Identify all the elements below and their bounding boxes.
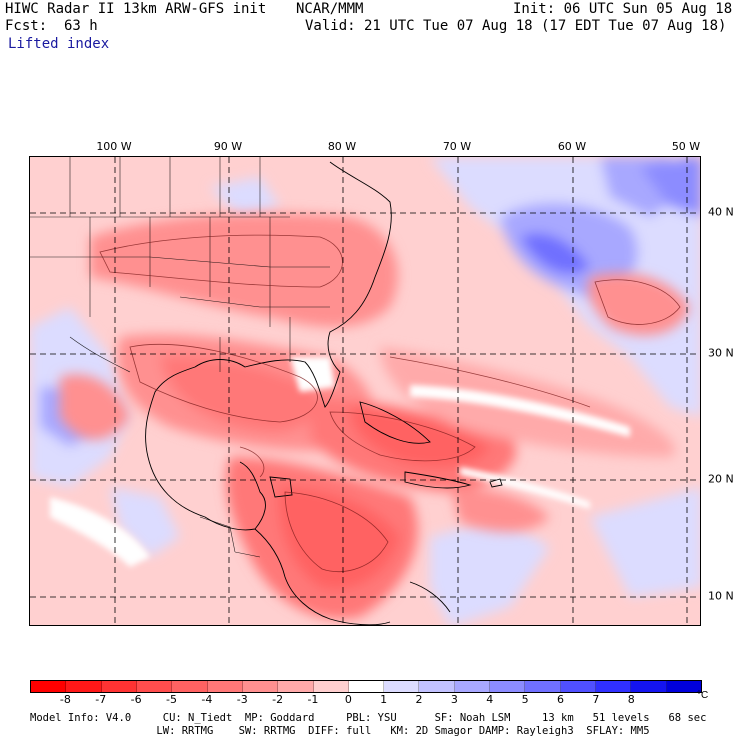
colorbar-segment — [242, 681, 279, 692]
colorbar-tick-label: 0 — [344, 693, 352, 706]
forecast-hour: 63 h — [64, 18, 98, 34]
unstable-regions — [60, 213, 690, 619]
coastlines — [145, 161, 503, 625]
lon-label-70w: 70 W — [442, 140, 472, 153]
lon-label-90w: 90 W — [213, 140, 243, 153]
lat-label-20n: 20 N — [708, 472, 734, 486]
colorbar-segment — [66, 681, 102, 692]
neutral-streaks — [50, 357, 630, 567]
colorbar-segment — [207, 681, 243, 692]
colorbar-tick-label: -2 — [272, 693, 284, 706]
colorbar-segment — [596, 681, 632, 692]
colorbar-tick-label: 4 — [486, 693, 494, 706]
colorbar-tick-label: 7 — [592, 693, 600, 706]
graticule — [30, 157, 700, 625]
colorbar-segment — [348, 681, 385, 692]
colorbar — [30, 680, 702, 693]
lon-label-50w: 50 W — [671, 140, 701, 153]
map-canvas — [30, 157, 700, 625]
colorbar-segment — [525, 681, 561, 692]
init-time: Init: 06 UTC Sun 05 Aug 18 — [513, 1, 733, 17]
colorbar-tick-label: -3 — [236, 693, 248, 706]
colorbar-tick-label: -5 — [165, 693, 177, 706]
colorbar-tick-label: -7 — [95, 693, 107, 706]
stable-regions — [30, 157, 700, 625]
valid-time: Valid: 21 UTC Tue 07 Aug 18 (17 EDT Tue … — [305, 18, 727, 34]
colorbar-tick-label: 5 — [521, 693, 529, 706]
contour-lines — [99, 234, 681, 573]
lon-label-100w: 100 W — [96, 140, 132, 153]
org-label: NCAR/MMM — [296, 1, 364, 17]
colorbar-tick-label: 6 — [557, 693, 565, 706]
colorbar-tick-label: 1 — [380, 693, 388, 706]
colorbar-segment — [31, 681, 67, 692]
colorbar-segment — [454, 681, 491, 692]
model-title: HIWC Radar II 13km ARW-GFS init — [5, 1, 267, 17]
lat-label-30n: 30 N — [708, 346, 734, 360]
lon-label-80w: 80 W — [327, 140, 357, 153]
colorbar-segment — [313, 681, 349, 692]
model-info-line1: Model Info: V4.0 CU: N_Tiedt MP: Goddard… — [30, 712, 707, 724]
colorbar-segment — [384, 681, 420, 692]
colorbar-segment — [419, 681, 455, 692]
colorbar-tick-label: -6 — [130, 693, 142, 706]
field-name: Lifted index — [8, 36, 110, 52]
colorbar-tick-label: -4 — [201, 693, 213, 706]
lifted-index-map — [29, 156, 701, 626]
colorbar-segment — [490, 681, 526, 692]
colorbar-segment — [666, 681, 701, 692]
colorbar-tick-label: -8 — [59, 693, 71, 706]
colorbar-tick-label: -1 — [307, 693, 319, 706]
lat-label-10n: 10 N — [708, 589, 734, 603]
colorbar-segment — [172, 681, 208, 692]
colorbar-segment — [136, 681, 173, 692]
colorbar-tick-label: 8 — [627, 693, 635, 706]
colorbar-tick-label: 3 — [450, 693, 458, 706]
colorbar-segment — [101, 681, 137, 692]
lat-label-40n: 40 N — [708, 205, 734, 219]
political-borders — [30, 157, 330, 558]
forecast-label: Fcst: — [5, 18, 48, 34]
lon-label-60w: 60 W — [557, 140, 587, 153]
colorbar-tick-label: 2 — [415, 693, 423, 706]
colorbar-segment — [560, 681, 596, 692]
colorbar-segment — [631, 681, 667, 692]
model-info-line2: LW: RRTMG SW: RRTMG DIFF: full KM: 2D Sm… — [30, 725, 650, 737]
colorbar-unit: °C — [697, 690, 709, 701]
colorbar-segment — [278, 681, 314, 692]
